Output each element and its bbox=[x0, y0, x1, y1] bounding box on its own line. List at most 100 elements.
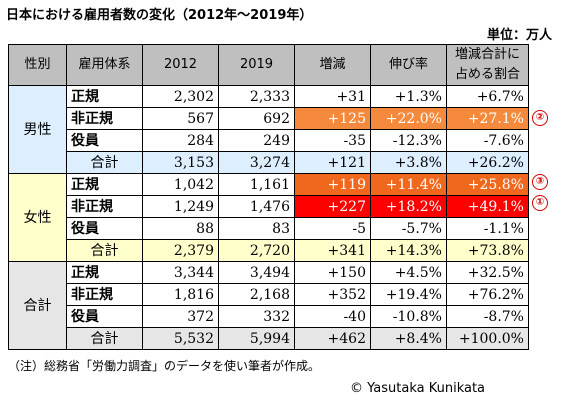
subtotal-row-male: 合計 3,153 3,274 +121 +3.8% +26.2% bbox=[9, 151, 529, 174]
cell-growth: +19.4% bbox=[370, 283, 447, 306]
cell-diff: +31 bbox=[294, 85, 371, 108]
cell-share: +6.7% bbox=[446, 85, 529, 108]
table-row: 女性 正規 1,042 1,161 +119 +11.4% +25.8% bbox=[8, 173, 529, 262]
cell-2012: 2,379 bbox=[142, 239, 219, 262]
subtotal-label: 合計 bbox=[66, 151, 143, 174]
cell-diff: +121 bbox=[294, 151, 371, 174]
cell-diff: -5 bbox=[294, 217, 371, 240]
row-type: 正規 bbox=[66, 261, 143, 284]
cell-2019: 3,494 bbox=[218, 261, 295, 284]
cell-diff: -40 bbox=[294, 305, 371, 328]
cell-share: +26.2% bbox=[446, 151, 529, 174]
copyright-text: © Yasutaka Kunikata bbox=[350, 381, 486, 396]
cell-diff: +150 bbox=[294, 261, 371, 284]
cell-2012: 3,344 bbox=[142, 261, 219, 284]
cell-2012: 1,816 bbox=[142, 283, 219, 306]
rank-marker-2: ② bbox=[532, 110, 548, 126]
row-type: 非正規 bbox=[66, 107, 143, 130]
cell-diff: -35 bbox=[294, 129, 371, 152]
table-row: 男性 正規 2,302 2,333 +31 +1.3% +6.7% bbox=[8, 85, 529, 174]
cell-growth: -10.8% bbox=[370, 305, 447, 328]
table-row: 役員 88 83 -5 -5.7% -1.1% bbox=[9, 217, 529, 240]
cell-2019: 3,274 bbox=[218, 151, 295, 174]
cell-2012: 567 bbox=[142, 107, 219, 130]
subtotal-label: 合計 bbox=[66, 239, 143, 262]
cell-share: +73.8% bbox=[446, 239, 529, 262]
cell-growth-highlight: +18.2% bbox=[370, 195, 447, 218]
table-row: 非正規 1,816 2,168 +352 +19.4% +76.2% bbox=[9, 283, 529, 306]
cell-growth-highlight: +22.0% bbox=[370, 107, 447, 130]
table-row: 非正規 1,249 1,476 +227 +18.2% +49.1% bbox=[9, 195, 529, 218]
cell-share: -8.7% bbox=[446, 305, 529, 328]
cell-share: +32.5% bbox=[446, 261, 529, 284]
table-row: 合計 正規 3,344 3,494 +150 +4.5% +32.5% bbox=[8, 261, 529, 350]
cell-share: +76.2% bbox=[446, 283, 529, 306]
page-title: 日本における雇用者数の変化（2012年～2019年） bbox=[6, 8, 313, 23]
source-note: （注）総務省「労働力調査」のデータを使い筆者が作成。 bbox=[8, 359, 321, 373]
rank-marker-1: ① bbox=[532, 195, 548, 211]
cell-growth: +4.5% bbox=[370, 261, 447, 284]
row-type: 役員 bbox=[66, 305, 143, 328]
cell-2019: 1,161 bbox=[218, 173, 295, 196]
cell-growth: +8.4% bbox=[370, 327, 447, 350]
cell-growth: +3.8% bbox=[370, 151, 447, 174]
cell-2012: 1,249 bbox=[142, 195, 219, 218]
cell-diff: +352 bbox=[294, 283, 371, 306]
header-employment-type: 雇用体系 bbox=[66, 44, 143, 86]
cell-diff-highlight: +125 bbox=[294, 107, 371, 130]
subtotal-row-total: 合計 5,532 5,994 +462 +8.4% +100.0% bbox=[9, 327, 529, 350]
cell-2012: 2,302 bbox=[142, 85, 219, 108]
header-share: 増減合計に占める割合 bbox=[446, 44, 529, 86]
cell-share-highlight: +49.1% bbox=[446, 195, 529, 218]
cell-2019: 692 bbox=[218, 107, 295, 130]
unit-label: 単位：万人 bbox=[486, 28, 552, 43]
employment-table: 性別 雇用体系 2012 2019 増減 伸び率 増減合計に占める割合 男性 正… bbox=[8, 44, 529, 350]
cell-growth: -5.7% bbox=[370, 217, 447, 240]
cell-diff: +341 bbox=[294, 239, 371, 262]
cell-diff-highlight: +227 bbox=[294, 195, 371, 218]
group-label-male: 男性 bbox=[8, 85, 67, 174]
cell-share: +100.0% bbox=[446, 327, 529, 350]
header-gender: 性別 bbox=[8, 44, 67, 86]
cell-2019: 5,994 bbox=[218, 327, 295, 350]
row-type: 正規 bbox=[66, 85, 143, 108]
cell-growth: -12.3% bbox=[370, 129, 447, 152]
cell-2019: 2,168 bbox=[218, 283, 295, 306]
cell-2012: 3,153 bbox=[142, 151, 219, 174]
cell-growth-highlight: +11.4% bbox=[370, 173, 447, 196]
cell-diff: +462 bbox=[294, 327, 371, 350]
row-type: 非正規 bbox=[66, 283, 143, 306]
group-label-total: 合計 bbox=[8, 261, 67, 350]
cell-share-highlight: +27.1% bbox=[446, 107, 529, 130]
cell-2019: 1,476 bbox=[218, 195, 295, 218]
row-type: 正規 bbox=[66, 173, 143, 196]
cell-2012: 88 bbox=[142, 217, 219, 240]
row-type: 役員 bbox=[66, 129, 143, 152]
subtotal-label: 合計 bbox=[66, 327, 143, 350]
cell-2019: 249 bbox=[218, 129, 295, 152]
header-2012: 2012 bbox=[142, 44, 219, 86]
header-diff: 増減 bbox=[294, 44, 371, 86]
subtotal-row-female: 合計 2,379 2,720 +341 +14.3% +73.8% bbox=[9, 239, 529, 262]
table-row: 役員 372 332 -40 -10.8% -8.7% bbox=[9, 305, 529, 328]
cell-2012: 372 bbox=[142, 305, 219, 328]
cell-2012: 1,042 bbox=[142, 173, 219, 196]
cell-2019: 2,720 bbox=[218, 239, 295, 262]
cell-2012: 284 bbox=[142, 129, 219, 152]
cell-growth: +14.3% bbox=[370, 239, 447, 262]
header-2019: 2019 bbox=[218, 44, 295, 86]
header-row: 性別 雇用体系 2012 2019 増減 伸び率 増減合計に占める割合 bbox=[8, 44, 529, 86]
cell-growth: +1.3% bbox=[370, 85, 447, 108]
cell-share: -7.6% bbox=[446, 129, 529, 152]
rank-marker-3: ③ bbox=[532, 174, 548, 190]
table-row: 非正規 567 692 +125 +22.0% +27.1% bbox=[9, 107, 529, 130]
row-type: 非正規 bbox=[66, 195, 143, 218]
cell-2012: 5,532 bbox=[142, 327, 219, 350]
header-growth: 伸び率 bbox=[370, 44, 447, 86]
cell-2019: 83 bbox=[218, 217, 295, 240]
cell-diff-highlight: +119 bbox=[294, 173, 371, 196]
cell-2019: 2,333 bbox=[218, 85, 295, 108]
cell-2019: 332 bbox=[218, 305, 295, 328]
group-label-female: 女性 bbox=[8, 173, 67, 262]
row-type: 役員 bbox=[66, 217, 143, 240]
